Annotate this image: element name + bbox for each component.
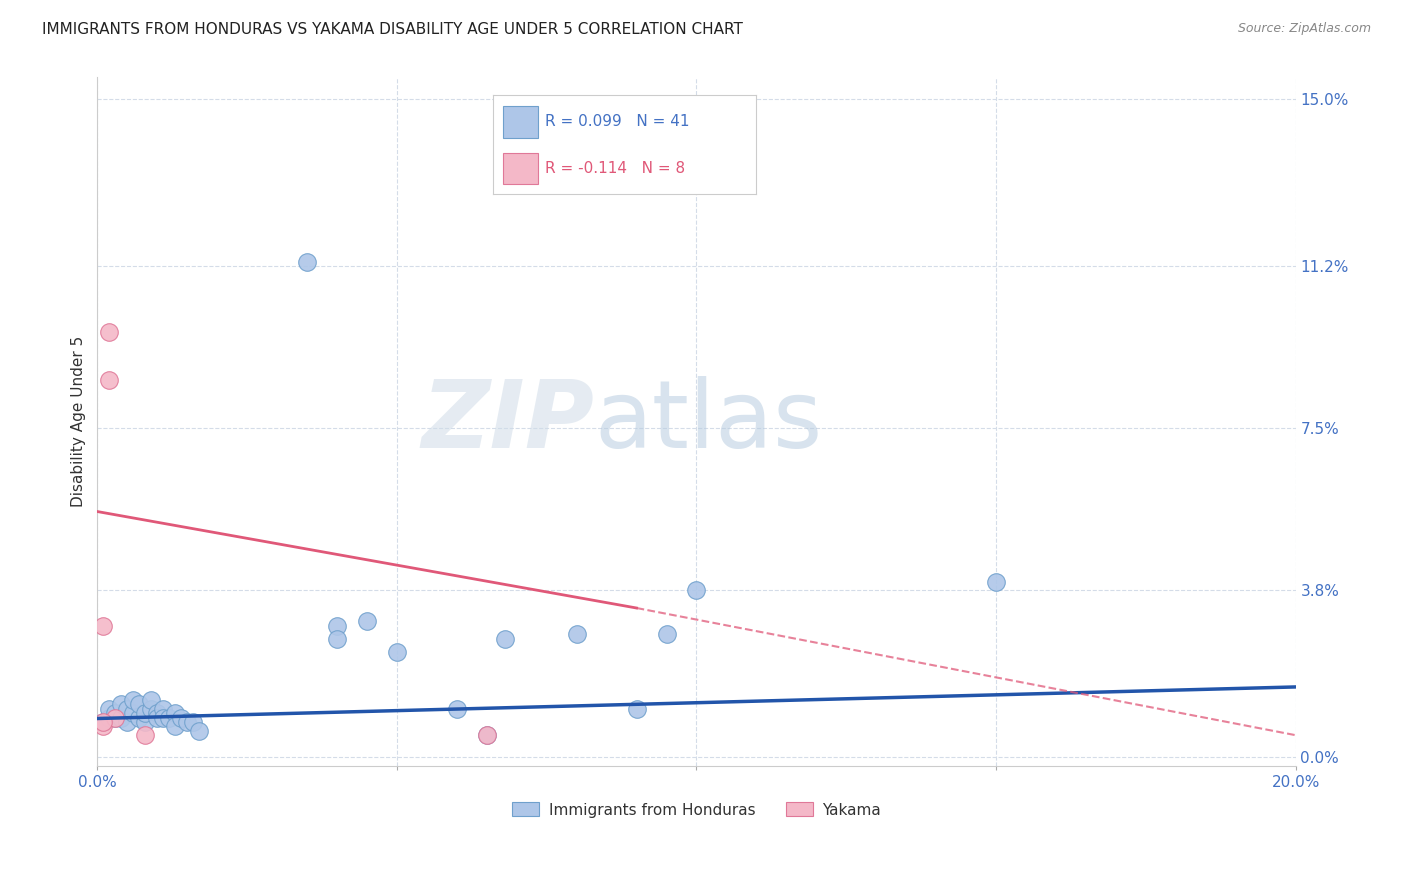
Point	[475, 728, 498, 742]
Point	[93, 714, 115, 729]
Point	[141, 693, 163, 707]
Point	[128, 698, 150, 712]
Point	[984, 574, 1007, 589]
Point	[494, 632, 516, 646]
Point	[565, 627, 588, 641]
Point	[188, 723, 211, 738]
Point	[104, 711, 127, 725]
Text: Source: ZipAtlas.com: Source: ZipAtlas.com	[1237, 22, 1371, 36]
Point	[104, 706, 127, 721]
Point	[385, 645, 408, 659]
Point	[626, 702, 648, 716]
Point	[326, 632, 349, 646]
Point	[104, 711, 127, 725]
Point	[326, 618, 349, 632]
Point	[98, 711, 121, 725]
Point	[655, 627, 678, 641]
Point	[93, 714, 115, 729]
Text: IMMIGRANTS FROM HONDURAS VS YAKAMA DISABILITY AGE UNDER 5 CORRELATION CHART: IMMIGRANTS FROM HONDURAS VS YAKAMA DISAB…	[42, 22, 742, 37]
Point	[141, 702, 163, 716]
Point	[356, 614, 378, 628]
Point	[152, 702, 174, 716]
Point	[446, 702, 468, 716]
Point	[134, 728, 156, 742]
Point	[685, 583, 707, 598]
Point	[110, 711, 132, 725]
Point	[128, 711, 150, 725]
Point	[157, 711, 180, 725]
Point	[122, 706, 145, 721]
Point	[117, 714, 139, 729]
Text: ZIP: ZIP	[422, 376, 595, 467]
Point	[146, 711, 169, 725]
Point	[475, 728, 498, 742]
Legend: Immigrants from Honduras, Yakama: Immigrants from Honduras, Yakama	[506, 797, 887, 823]
Point	[117, 702, 139, 716]
Point	[170, 711, 193, 725]
Point	[110, 698, 132, 712]
Point	[134, 714, 156, 729]
Text: atlas: atlas	[595, 376, 823, 467]
Point	[146, 706, 169, 721]
Point	[165, 719, 187, 733]
Point	[165, 706, 187, 721]
Point	[152, 711, 174, 725]
Point	[98, 373, 121, 387]
Point	[181, 714, 204, 729]
Point	[122, 693, 145, 707]
Point	[295, 254, 318, 268]
Point	[93, 719, 115, 733]
Y-axis label: Disability Age Under 5: Disability Age Under 5	[72, 336, 86, 508]
Point	[93, 618, 115, 632]
Point	[134, 706, 156, 721]
Point	[98, 325, 121, 339]
Point	[176, 714, 198, 729]
Point	[98, 702, 121, 716]
